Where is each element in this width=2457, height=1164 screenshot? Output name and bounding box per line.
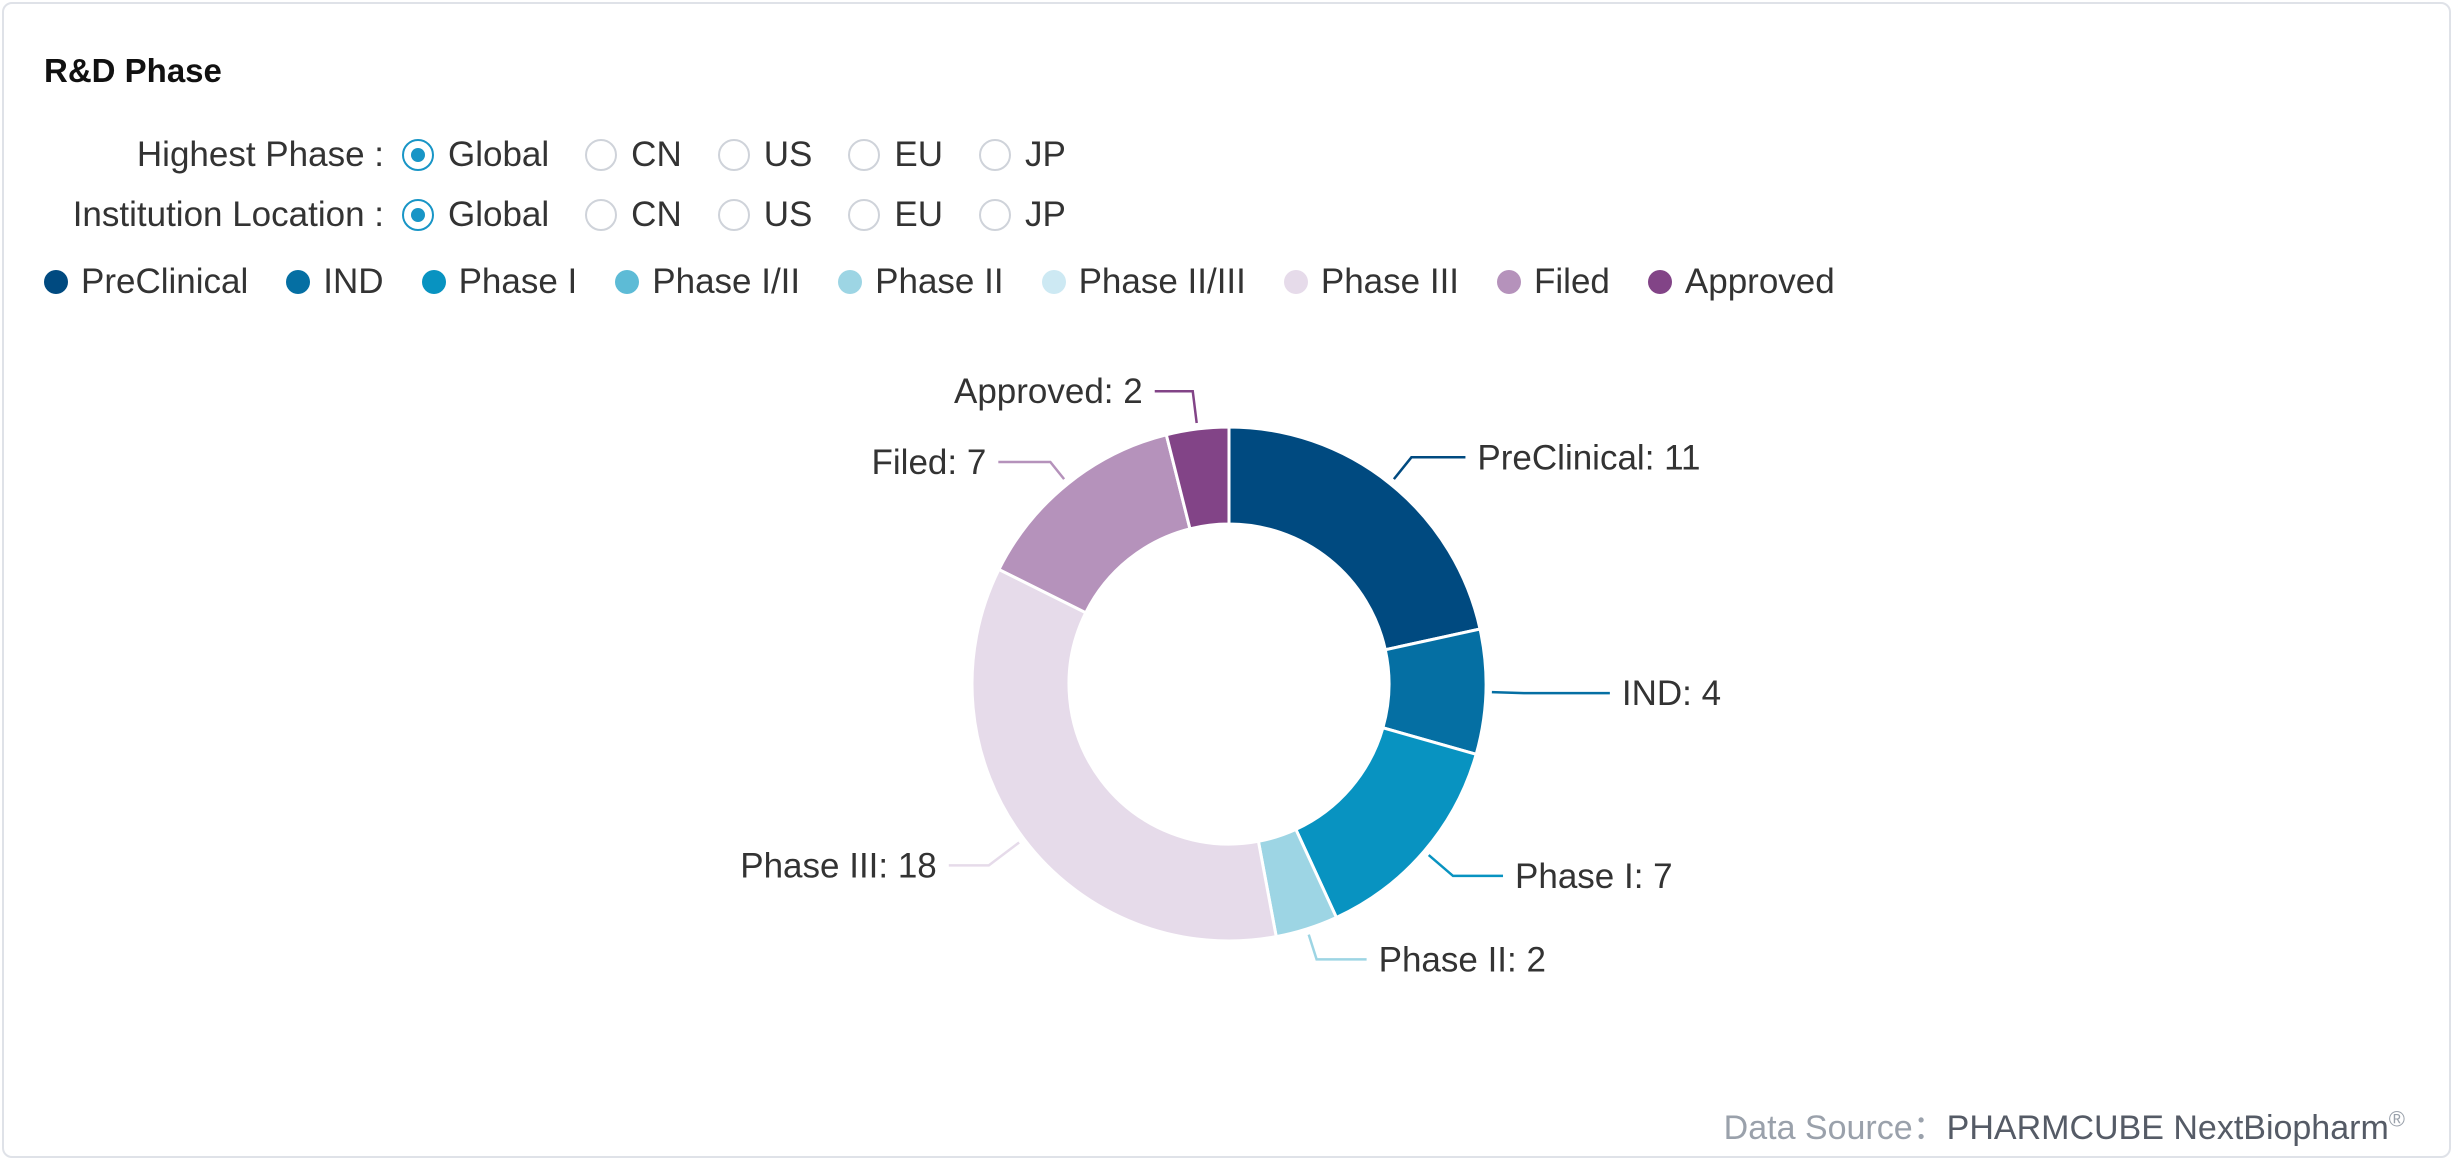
highest-phase-label: Highest Phase : — [136, 135, 384, 174]
radio-icon[interactable] — [585, 199, 618, 231]
highest-phase-option-cn[interactable]: CN — [585, 135, 682, 175]
legend-dot-icon — [1647, 270, 1672, 294]
leader-line — [1392, 456, 1466, 480]
institution-location-filter: Institution Location : Global CN US EU J… — [4, 190, 1102, 240]
slice-label: Phase II: 2 — [1379, 940, 1546, 979]
slice-phase-iii[interactable] — [970, 567, 1278, 943]
data-source-prefix: Data Source： — [1723, 1109, 1947, 1147]
legend-dot-icon — [838, 270, 863, 294]
legend-item-phase-ii[interactable]: Phase II — [838, 262, 1004, 302]
radio-icon[interactable] — [848, 199, 881, 231]
legend-item-preclinical[interactable]: PreClinical — [44, 262, 248, 302]
registered-mark: ® — [2388, 1106, 2405, 1132]
institution-option-us[interactable]: US — [717, 195, 812, 235]
slice-preclinical[interactable] — [1227, 425, 1482, 652]
highest-phase-filter: Highest Phase : Global CN US EU JP — [4, 130, 1102, 180]
legend-item-phase-iii[interactable]: Phase III — [1283, 262, 1459, 302]
institution-option-global[interactable]: Global — [402, 195, 549, 235]
institution-location-label: Institution Location : — [72, 195, 384, 234]
legend-item-phase-i[interactable]: Phase I — [421, 262, 577, 302]
legend-dot-icon — [44, 270, 68, 294]
slice-label: Filed: 7 — [872, 443, 987, 482]
legend-dot-icon — [1497, 270, 1522, 294]
slice-label: Approved: 2 — [954, 372, 1143, 411]
slice-approved[interactable] — [1164, 425, 1231, 531]
highest-phase-option-eu[interactable]: EU — [848, 135, 943, 175]
legend-dot-icon — [1283, 270, 1308, 294]
legend-item-approved[interactable]: Approved — [1647, 262, 1835, 302]
chart-legend: PreClinical IND Phase I Phase I/II Phase… — [44, 262, 1873, 302]
highest-phase-option-global[interactable]: Global — [402, 135, 549, 175]
radio-checked-icon[interactable] — [402, 139, 434, 171]
institution-option-eu[interactable]: EU — [848, 195, 943, 235]
legend-item-ind[interactable]: IND — [286, 262, 384, 302]
slice-label: Phase I: 7 — [1515, 857, 1673, 896]
legend-dot-icon — [615, 270, 640, 294]
radio-checked-icon[interactable] — [402, 199, 434, 231]
legend-item-phase-ii-iii[interactable]: Phase II/III — [1041, 262, 1246, 302]
legend-dot-icon — [1041, 270, 1066, 294]
highest-phase-option-us[interactable]: US — [717, 135, 812, 175]
radio-icon[interactable] — [717, 199, 750, 231]
leader-line — [1307, 934, 1367, 961]
legend-dot-icon — [421, 270, 446, 294]
highest-phase-option-jp[interactable]: JP — [978, 135, 1066, 175]
radio-icon[interactable] — [717, 139, 750, 171]
slice-label: Phase III: 18 — [740, 846, 937, 885]
leader-line — [1427, 854, 1504, 878]
institution-option-jp[interactable]: JP — [978, 195, 1066, 235]
slice-label: PreClinical: 11 — [1477, 438, 1700, 477]
leader-line — [998, 460, 1066, 480]
data-source-brand: PHARMCUBE NextBiopharm — [1946, 1109, 2389, 1147]
radio-icon[interactable] — [848, 139, 881, 171]
legend-item-filed[interactable]: Filed — [1497, 262, 1610, 302]
data-source: Data Source：PHARMCUBE NextBiopharm® — [1724, 1100, 2405, 1149]
leader-line — [1491, 690, 1610, 695]
leader-line — [948, 841, 1020, 867]
card-title: R&D Phase — [44, 52, 222, 89]
radio-icon[interactable] — [978, 199, 1011, 231]
legend-item-phase-i-ii[interactable]: Phase I/II — [615, 262, 800, 302]
leader-line — [1154, 389, 1198, 424]
radio-icon[interactable] — [585, 139, 618, 171]
slice-label: IND: 4 — [1622, 674, 1721, 713]
legend-dot-icon — [286, 270, 311, 294]
radio-icon[interactable] — [978, 139, 1011, 171]
institution-option-cn[interactable]: CN — [585, 195, 682, 235]
